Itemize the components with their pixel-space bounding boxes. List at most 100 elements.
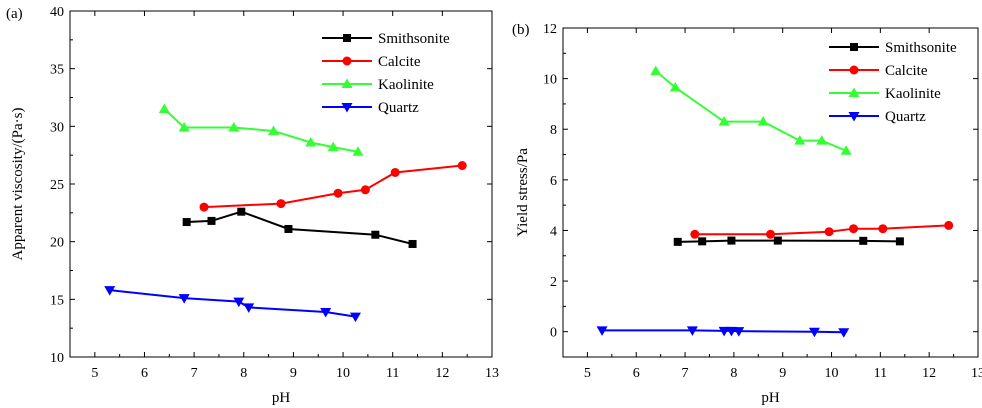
- data-point: [690, 229, 700, 239]
- legend-label: Calcite: [378, 54, 421, 70]
- data-point: [390, 167, 400, 177]
- data-point: [698, 237, 707, 246]
- series-kaolinite: [650, 65, 852, 155]
- data-point: [596, 326, 608, 336]
- legend-marker: [343, 34, 351, 42]
- series-quartz: [596, 326, 850, 338]
- data-point: [349, 312, 361, 323]
- data-point: [944, 220, 954, 230]
- legend-entry: Quartz: [322, 100, 419, 116]
- data-point: [669, 81, 681, 92]
- legend-marker: [849, 65, 859, 75]
- data-point: [824, 227, 834, 237]
- x-tick-label: 9: [779, 366, 786, 381]
- panel-label: (b): [512, 22, 530, 38]
- series-line: [204, 164, 463, 209]
- legend-marker: [341, 103, 353, 113]
- data-point: [859, 236, 868, 245]
- data-point: [650, 65, 662, 76]
- y-tick-label: 0: [550, 326, 557, 341]
- x-tick-label: 7: [191, 366, 198, 381]
- x-tick-label: 7: [682, 366, 689, 381]
- data-point: [243, 303, 255, 313]
- legend-marker: [850, 43, 858, 51]
- data-point: [408, 239, 417, 248]
- panel-label: (a): [6, 6, 23, 22]
- x-tick-label: 8: [730, 366, 737, 381]
- data-point: [182, 218, 191, 227]
- series-kaolinite: [158, 103, 364, 156]
- legend-entry: Kaolinite: [322, 77, 434, 93]
- legend-entry: Calcite: [829, 63, 928, 79]
- x-tick-label: 5: [584, 366, 591, 381]
- data-point: [794, 135, 806, 145]
- legend-label: Kaolinite: [885, 86, 941, 102]
- data-point: [178, 294, 190, 304]
- series-line: [163, 108, 359, 153]
- series-calcite: [199, 161, 467, 212]
- series-line: [655, 70, 847, 152]
- data-point: [276, 199, 286, 209]
- legend-entry: Calcite: [322, 54, 421, 70]
- data-point: [237, 207, 246, 216]
- legend-entry: Kaolinite: [829, 86, 941, 102]
- series-line: [677, 239, 900, 243]
- legend-marker: [342, 56, 352, 66]
- data-point: [808, 327, 820, 338]
- y-tick-label: 12: [543, 22, 557, 37]
- data-point: [268, 125, 280, 135]
- data-point: [371, 230, 380, 239]
- series-calcite: [690, 220, 954, 239]
- series-line: [694, 224, 949, 236]
- data-point: [327, 141, 339, 152]
- series-smithsonite: [673, 236, 904, 246]
- data-point: [104, 286, 116, 296]
- legend-label: Kaolinite: [378, 77, 434, 93]
- x-axis-label: pH: [272, 390, 291, 406]
- x-tick-label: 9: [290, 366, 297, 381]
- y-tick-label: 15: [50, 293, 64, 308]
- y-axis-label: Yield stress/Pa: [515, 148, 531, 237]
- y-tick-label: 2: [550, 275, 557, 290]
- legend-marker: [848, 112, 860, 122]
- data-point: [360, 185, 370, 195]
- legend-label: Calcite: [885, 63, 928, 79]
- data-point: [320, 308, 332, 318]
- x-tick-label: 5: [91, 366, 98, 381]
- series-quartz: [104, 286, 361, 323]
- x-tick-label: 12: [435, 366, 449, 381]
- data-point: [766, 229, 775, 239]
- y-tick-label: 35: [50, 63, 64, 78]
- x-tick-label: 11: [386, 366, 399, 381]
- data-point: [333, 188, 343, 198]
- data-point: [352, 146, 364, 156]
- y-tick-label: 40: [50, 5, 64, 20]
- data-point: [228, 121, 240, 132]
- data-point: [718, 116, 730, 126]
- y-tick-label: 4: [550, 224, 557, 239]
- data-point: [457, 161, 467, 171]
- x-tick-label: 6: [141, 366, 148, 381]
- data-point: [840, 145, 852, 155]
- data-point: [773, 236, 782, 245]
- data-point: [284, 224, 293, 233]
- data-point: [878, 224, 888, 234]
- data-point: [207, 216, 216, 225]
- x-tick-label: 11: [874, 366, 887, 381]
- y-tick-label: 25: [50, 178, 64, 193]
- y-tick-label: 6: [550, 174, 557, 189]
- series-line: [109, 289, 356, 318]
- y-tick-label: 20: [50, 236, 64, 251]
- x-axis-label: pH: [761, 390, 780, 406]
- y-tick-label: 10: [543, 73, 557, 88]
- data-point: [158, 103, 170, 114]
- legend-label: Quartz: [378, 100, 419, 116]
- legend-entry: Smithsonite: [829, 40, 957, 56]
- data-point: [178, 121, 190, 132]
- plot-frame: [69, 10, 493, 358]
- data-point: [686, 326, 698, 336]
- series-smithsonite: [182, 207, 417, 248]
- data-point: [727, 236, 736, 245]
- x-tick-label: 10: [825, 366, 839, 381]
